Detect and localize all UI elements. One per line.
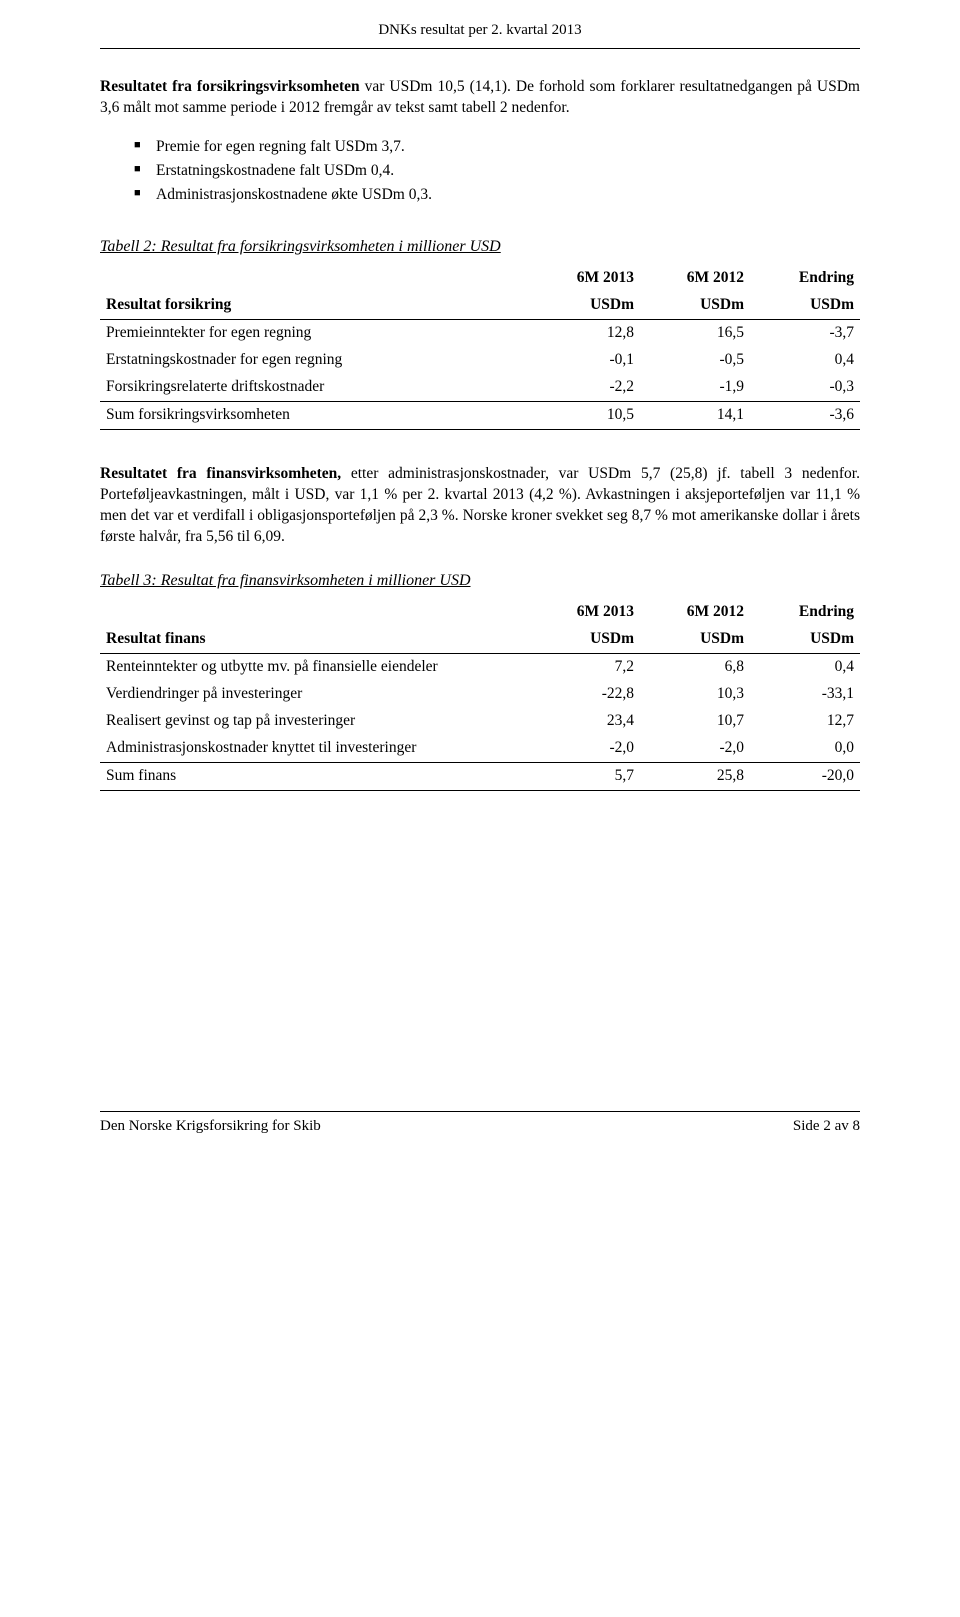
table2-cell: Erstatningskostnader for egen regning (100, 347, 530, 374)
table3-sub-u2: USDm (640, 626, 750, 653)
header-divider (100, 48, 860, 49)
table2-cell: -0,1 (530, 347, 640, 374)
table3-cell: -33,1 (750, 681, 860, 708)
table2-sub-u1: USDm (530, 292, 640, 319)
table2: 6M 2013 6M 2012 Endring Resultat forsikr… (100, 265, 860, 430)
table2-sub-label: Resultat forsikring (100, 292, 530, 319)
table3-head-c1: 6M 2013 (530, 599, 640, 626)
page-footer: Den Norske Krigsforsikring for Skib Side… (100, 1111, 860, 1136)
table3-caption: Tabell 3: Resultat fra finansvirksomhete… (100, 570, 860, 592)
table3-cell: Administrasjonskostnader knyttet til inv… (100, 735, 530, 762)
table2-cell: 0,4 (750, 347, 860, 374)
table3-cell: 10,3 (640, 681, 750, 708)
table2-sub-u2: USDm (640, 292, 750, 319)
table3-total-c2: 25,8 (640, 762, 750, 790)
table3-cell: Realisert gevinst og tap på investeringe… (100, 708, 530, 735)
paragraph-finans-lead: Resultatet fra finansvirksomheten, (100, 465, 341, 482)
table2-cell: -3,7 (750, 320, 860, 347)
table2-sub-u3: USDm (750, 292, 860, 319)
table3-total-c1: 5,7 (530, 762, 640, 790)
table3-cell: 0,4 (750, 654, 860, 681)
paragraph-finans: Resultatet fra finansvirksomheten, etter… (100, 464, 860, 548)
table2-total-c1: 10,5 (530, 402, 640, 430)
table3-sub-u3: USDm (750, 626, 860, 653)
table3: 6M 2013 6M 2012 Endring Resultat finans … (100, 599, 860, 790)
table2-total-c3: -3,6 (750, 402, 860, 430)
table2-cell: 12,8 (530, 320, 640, 347)
table2-total-c2: 14,1 (640, 402, 750, 430)
table3-sub-u1: USDm (530, 626, 640, 653)
table2-caption: Tabell 2: Resultat fra forsikringsvirkso… (100, 236, 860, 258)
table2-head-blank (100, 265, 530, 292)
table3-cell: 10,7 (640, 708, 750, 735)
table3-cell: -22,8 (530, 681, 640, 708)
table3-cell: 7,2 (530, 654, 640, 681)
table3-cell: 0,0 (750, 735, 860, 762)
table3-total-c3: -20,0 (750, 762, 860, 790)
table3-cell: 23,4 (530, 708, 640, 735)
footer-left: Den Norske Krigsforsikring for Skib (100, 1116, 321, 1136)
footer-right: Side 2 av 8 (793, 1116, 860, 1136)
table2-cell: -0,3 (750, 374, 860, 401)
table2-cell: Premieinntekter for egen regning (100, 320, 530, 347)
table3-head-blank (100, 599, 530, 626)
table3-cell: -2,0 (530, 735, 640, 762)
table3-cell: 12,7 (750, 708, 860, 735)
paragraph-forsikring: Resultatet fra forsikringsvirksomheten v… (100, 77, 860, 119)
table2-cell: -2,2 (530, 374, 640, 401)
table2-cell: 16,5 (640, 320, 750, 347)
bullet-item: Premie for egen regning falt USDm 3,7. (134, 137, 860, 158)
bullet-list: Premie for egen regning falt USDm 3,7. E… (100, 137, 860, 206)
footer-divider (100, 1111, 860, 1112)
bullet-item: Erstatningskostnadene falt USDm 0,4. (134, 161, 860, 182)
table2-total-label: Sum forsikringsvirksomheten (100, 402, 530, 430)
table2-head-c3: Endring (750, 265, 860, 292)
table3-total-label: Sum finans (100, 762, 530, 790)
table2-head-c1: 6M 2013 (530, 265, 640, 292)
table3-cell: 6,8 (640, 654, 750, 681)
table3-head-c3: Endring (750, 599, 860, 626)
table2-head-c2: 6M 2012 (640, 265, 750, 292)
table3-head-c2: 6M 2012 (640, 599, 750, 626)
table3-cell: Verdiendringer på investeringer (100, 681, 530, 708)
bullet-item: Administrasjonskostnadene økte USDm 0,3. (134, 185, 860, 206)
table3-cell: -2,0 (640, 735, 750, 762)
table3-cell: Renteinntekter og utbytte mv. på finansi… (100, 654, 530, 681)
table3-sub-label: Resultat finans (100, 626, 530, 653)
table2-cell: -0,5 (640, 347, 750, 374)
table2-cell: Forsikringsrelaterte driftskostnader (100, 374, 530, 401)
paragraph-forsikring-lead: Resultatet fra forsikringsvirksomheten (100, 78, 360, 95)
table2-cell: -1,9 (640, 374, 750, 401)
page-header-title: DNKs resultat per 2. kvartal 2013 (100, 20, 860, 46)
